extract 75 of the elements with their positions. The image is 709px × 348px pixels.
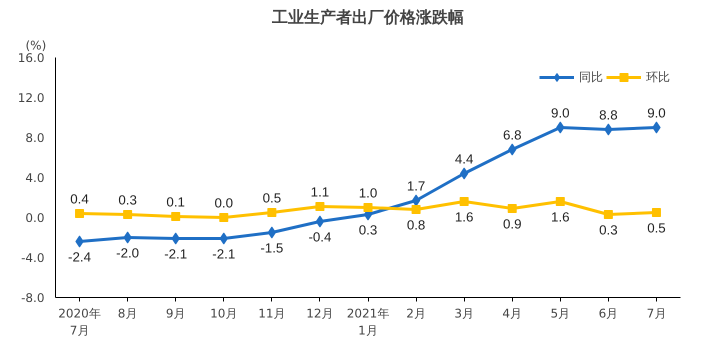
y-axis-title: (%)	[26, 38, 46, 52]
data-label: 0.0	[214, 196, 234, 210]
legend-label: 环比	[646, 68, 670, 86]
data-label: 0.5	[647, 220, 666, 236]
y-tick-label: 4.0	[25, 171, 45, 185]
data-label: 0.9	[502, 216, 522, 232]
data-label: 9.0	[647, 106, 666, 120]
data-label: 0.4	[70, 192, 90, 206]
y-tick-label: 12.0	[18, 91, 44, 105]
data-label: 1.0	[358, 186, 378, 200]
x-tick-label: 5月	[550, 306, 570, 320]
x-tick-label: 4月	[502, 306, 522, 320]
data-label: -0.4	[308, 230, 332, 244]
x-tick-label: 7月	[646, 306, 666, 320]
point	[75, 209, 84, 218]
data-label: 0.5	[262, 190, 282, 206]
point	[460, 168, 468, 180]
point	[268, 226, 276, 238]
point	[123, 232, 132, 244]
data-label: 0.8	[406, 218, 426, 232]
x-tick-label: 2021年 1月	[346, 306, 390, 338]
point	[412, 205, 421, 214]
y-tick-label: 0.0	[25, 211, 45, 225]
y-tick-label: -4.0	[21, 251, 45, 265]
data-label: 1.1	[310, 184, 330, 200]
data-label: 9.0	[551, 106, 570, 120]
point	[412, 194, 420, 206]
data-label: 0.3	[599, 222, 618, 238]
point	[315, 202, 324, 211]
x-tick-label: 2020年 7月	[58, 306, 101, 338]
point	[172, 232, 180, 244]
x-tick-label: 10月	[210, 306, 238, 320]
point	[220, 232, 228, 244]
x-tick-label: 8月	[118, 306, 138, 320]
data-label: 0.3	[118, 192, 137, 208]
data-label: -2.1	[212, 246, 236, 262]
point	[556, 122, 564, 134]
point	[219, 213, 228, 222]
data-label: 1.6	[454, 210, 474, 224]
data-label: 6.8	[502, 128, 522, 142]
y-tick-label: 8.0	[25, 131, 45, 145]
point	[508, 144, 516, 156]
x-tick-label: 12月	[306, 306, 334, 320]
point	[171, 212, 180, 221]
chart-title: 工业生产者出厂价格涨跌幅	[271, 8, 464, 26]
legend-label: 同比	[579, 68, 603, 86]
x-tick-label: 6月	[598, 306, 618, 320]
data-label: -2.4	[68, 250, 92, 264]
point	[556, 197, 565, 206]
point	[652, 208, 661, 217]
data-label: 1.6	[551, 210, 570, 224]
point	[508, 204, 517, 213]
data-label: 0.1	[166, 194, 185, 210]
y-tick-label: 16.0	[18, 51, 44, 65]
data-label: 1.7	[406, 178, 426, 194]
point	[316, 216, 324, 228]
x-tick-label: 3月	[454, 306, 474, 320]
data-label: 4.4	[454, 152, 474, 166]
point	[460, 197, 469, 206]
point	[604, 210, 613, 219]
x-tick-label: 11月	[258, 306, 286, 320]
data-label: 8.8	[599, 108, 618, 122]
point	[123, 210, 132, 219]
x-tick-label: 9月	[166, 306, 186, 320]
data-label: -2.1	[164, 246, 188, 262]
point	[75, 236, 84, 248]
data-label: 0.3	[358, 222, 378, 238]
data-label: -1.5	[260, 240, 284, 256]
x-tick-label: 2月	[406, 306, 426, 320]
point	[652, 122, 661, 134]
y-tick-label: -8.0	[21, 291, 45, 305]
data-label: -2.0	[116, 246, 140, 260]
point	[267, 208, 276, 217]
point	[364, 203, 372, 212]
point	[604, 124, 613, 136]
